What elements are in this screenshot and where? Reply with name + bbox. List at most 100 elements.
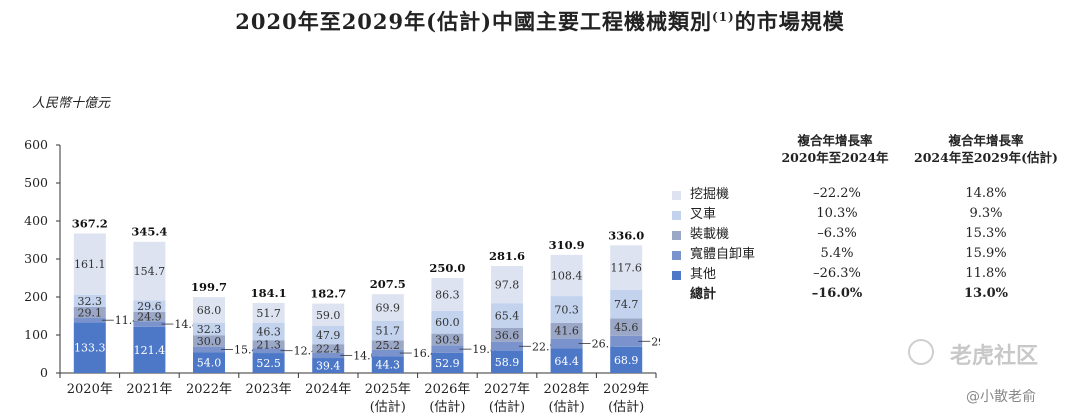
bar-segment (491, 350, 523, 373)
data-label: 97.8 (495, 279, 520, 292)
y-tick-label: 100 (24, 327, 48, 342)
bar-segment (431, 333, 464, 346)
cagr-2024-2029-value: 11.8% (965, 266, 1007, 281)
y-tick-label: 400 (24, 213, 48, 228)
data-label: 29.1 (78, 306, 103, 319)
data-label: 52.9 (435, 357, 460, 370)
x-tick-label: 2022年 (186, 382, 232, 397)
data-label: 22.4 (316, 342, 341, 355)
bar-segment (73, 306, 106, 319)
legend-swatch (672, 191, 681, 200)
total-label: 184.1 (251, 286, 287, 300)
bar-segment (252, 322, 285, 341)
watermark-brand: 老虎社区 (950, 344, 1039, 369)
total-label: 336.0 (608, 228, 644, 242)
y-tick-label: 300 (24, 251, 48, 266)
total-label: 345.4 (131, 225, 167, 239)
legend-item: 寬體自卸車 (672, 246, 782, 264)
data-label: 36.6 (495, 329, 520, 342)
data-label: 154.7 (134, 265, 166, 278)
data-label: 44.3 (376, 359, 401, 372)
data-label: 32.3 (197, 323, 222, 336)
total-label: 250.0 (429, 261, 465, 275)
bar-segment (133, 321, 166, 327)
cagr-header-2020-2024: 複合年增長率 2020年至2024年 (770, 132, 900, 166)
cagr-2020-2024-value: 5.4% (820, 246, 854, 261)
x-tick-label: 2020年 (67, 382, 113, 397)
total-label: 207.5 (370, 277, 406, 291)
data-label: 68.9 (614, 354, 639, 367)
bar-segment (133, 241, 166, 301)
bar-segment (371, 356, 404, 373)
bar-segment (610, 290, 643, 319)
bar-segment (610, 335, 643, 347)
data-label: 47.9 (316, 329, 341, 342)
bar-segment (193, 335, 225, 347)
bar-segment (133, 326, 166, 373)
bar-segment (371, 320, 404, 341)
bar-segment (550, 296, 583, 323)
bar-segment (550, 322, 583, 339)
total-label: 182.7 (310, 287, 346, 301)
bar-segment (312, 358, 345, 373)
cagr-2024-2029-value: 15.9% (965, 246, 1007, 261)
bar-segment (73, 294, 106, 307)
legend-swatch (672, 271, 681, 280)
bar-segment (491, 341, 523, 351)
data-label: 58.9 (495, 356, 520, 369)
legend-label: 其他 (690, 267, 717, 282)
bar-segment (252, 353, 285, 373)
x-tick-label: 2024年 (305, 382, 351, 397)
data-label: 30.0 (197, 335, 222, 348)
bar-segment (312, 325, 345, 345)
bar-segment (193, 346, 225, 353)
x-tick-label: 2023年 (246, 382, 292, 397)
data-label: 32.3 (78, 295, 103, 308)
bar-segment (193, 322, 225, 336)
x-tick-label: 2027年 (484, 382, 530, 397)
legend-label: 裝載機 (690, 227, 730, 242)
data-label: 54.0 (197, 357, 222, 370)
cagr-header-line2: 2024年至2029年(估計) (914, 150, 1058, 165)
y-tick-label: 0 (40, 365, 48, 380)
bar-segment (431, 345, 464, 353)
bar-segment (431, 310, 464, 334)
legend-label: 挖掘機 (690, 187, 730, 202)
legend-label: 寬體自卸車 (690, 247, 756, 262)
data-label: 65.4 (495, 310, 520, 323)
x-tick-label-sub: (估計) (489, 399, 525, 415)
bar-segment (312, 303, 345, 326)
data-label: 51.7 (256, 307, 281, 320)
watermark-user: @小散老俞 (966, 389, 1036, 405)
x-tick-label: 2026年 (424, 382, 470, 397)
data-label: 86.3 (435, 288, 460, 301)
data-label: 24.9 (137, 311, 162, 324)
cagr-header-line1: 複合年增長率 (797, 133, 873, 148)
bar-segment (491, 303, 523, 329)
bar-segment (252, 348, 285, 354)
data-label: 117.6 (610, 262, 642, 275)
total-label: 281.6 (489, 249, 525, 263)
legend-total-row: 總計 (672, 286, 1072, 304)
bar-segment (252, 340, 285, 349)
legend-swatch (672, 251, 681, 260)
x-tick-label-sub: (估計) (429, 399, 465, 415)
cagr-header-line2: 2020年至2024年 (781, 150, 889, 165)
data-label: 60.0 (435, 316, 460, 329)
data-label: 74.7 (614, 298, 639, 311)
bar-segment (73, 322, 106, 373)
legend-label: 叉車 (690, 207, 717, 222)
legend-item: 裝載機 (672, 226, 782, 244)
bar-segment (610, 346, 643, 373)
bar-segment (431, 352, 464, 373)
legend-swatch (672, 211, 681, 220)
x-tick-label: 2028年 (544, 382, 590, 397)
bar-segment (312, 344, 345, 353)
bar-segment (610, 318, 643, 336)
data-label: 39.4 (316, 360, 341, 373)
bar-segment (431, 278, 464, 311)
data-label: 21.3 (256, 338, 281, 351)
chart-title-footnote: (1) (712, 10, 735, 24)
chart-title-tail: 的市場規模 (734, 9, 845, 34)
cagr-header-2024-2029: 複合年增長率 2024年至2029年(估計) (906, 132, 1066, 166)
